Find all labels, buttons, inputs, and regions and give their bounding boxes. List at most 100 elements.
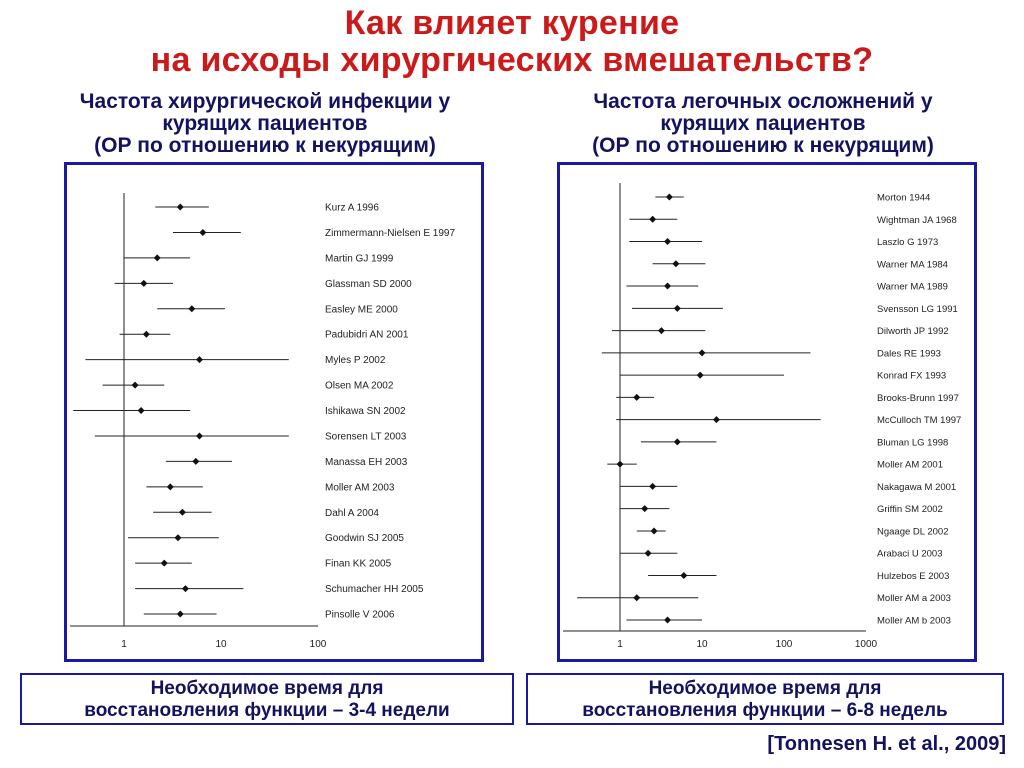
- study-label: Moller AM 2003: [325, 482, 395, 493]
- odds-ratio-point: [192, 457, 200, 465]
- x-tick-label: 1: [121, 639, 127, 650]
- odds-ratio-point: [673, 438, 681, 446]
- page-title-line-2: на исходы хирургических вмешательств?: [150, 41, 874, 79]
- odds-ratio-point: [616, 460, 624, 468]
- study-label: Easley ME 2000: [325, 304, 398, 315]
- odds-ratio-point: [195, 432, 203, 440]
- study-label: Warner MA 1984: [877, 259, 948, 270]
- study-label: Dales RE 1993: [877, 348, 941, 359]
- right-forest-plot-panel: 1 10 100 1000 Morton 1944 Wightman JA 1968 Las…: [557, 162, 977, 662]
- odds-ratio-point: [178, 508, 186, 516]
- odds-ratio-point: [176, 610, 184, 618]
- right-heading-line-1: Частота легочных осложнений у: [593, 90, 933, 113]
- study-label: Hulzebos E 2003: [877, 571, 949, 582]
- study-label: Pinsolle V 2006: [325, 610, 395, 621]
- study-label: Warner MA 1989: [877, 282, 948, 293]
- odds-ratio-point: [649, 482, 657, 490]
- x-tick-label: 10: [696, 639, 708, 650]
- study-label: Glassman SD 2000: [325, 279, 412, 290]
- odds-ratio-point: [633, 393, 641, 401]
- citation: [Tonnesen H. et al., 2009]: [767, 733, 1006, 755]
- odds-ratio-point: [174, 534, 182, 542]
- study-label: Ishikawa SN 2002: [325, 406, 406, 417]
- left-heading-line-2: курящих пациентов: [162, 112, 368, 135]
- left-forest-plot: 1 10 100 Kurz A 1996 Zimmermann-Nielsen E 19…: [70, 193, 455, 650]
- left-heading-line-1: Частота хирургической инфекции у: [79, 90, 451, 113]
- study-label: Padubidri AN 2001: [325, 330, 409, 341]
- study-label: Olsen MA 2002: [325, 381, 394, 392]
- study-label: Griffin SM 2002: [877, 504, 943, 515]
- study-label: Martin GJ 1999: [325, 253, 394, 264]
- odds-ratio-point: [665, 193, 673, 201]
- study-label: Arabaci U 2003: [877, 549, 942, 560]
- study-label: Finan KK 2005: [325, 559, 392, 570]
- study-label: Dilworth JP 1992: [877, 326, 949, 337]
- left-heading-line-3: (ОР по отношению к некурящим): [94, 134, 436, 157]
- odds-ratio-point: [673, 304, 681, 312]
- odds-ratio-point: [657, 327, 665, 335]
- study-label: McCulloch TM 1997: [877, 415, 961, 426]
- odds-ratio-point: [672, 260, 680, 268]
- odds-ratio-point: [680, 571, 688, 579]
- study-label: Myles P 2002: [325, 355, 386, 366]
- odds-ratio-point: [166, 483, 174, 491]
- odds-ratio-point: [142, 330, 150, 338]
- odds-ratio-point: [641, 505, 649, 513]
- right-forest-plot: 1 10 100 1000 Morton 1944 Wightman JA 1968 Las…: [563, 183, 961, 650]
- study-label: Svensson LG 1991: [877, 304, 958, 315]
- study-label: Sorensen LT 2003: [325, 431, 407, 442]
- odds-ratio-point: [195, 356, 203, 364]
- study-label: Morton 1944: [877, 193, 930, 204]
- left-note-line-2: восстановления функции – 3-4 недели: [84, 700, 450, 721]
- left-forest-plot-panel: 1 10 100 Kurz A 1996 Zimmermann-Nielsen E 19…: [64, 162, 484, 662]
- odds-ratio-point: [181, 585, 189, 593]
- odds-ratio-point: [160, 559, 168, 567]
- odds-ratio-point: [698, 349, 706, 357]
- odds-ratio-point: [644, 549, 652, 557]
- x-tick-label: 100: [776, 639, 793, 650]
- study-label: Laszlo G 1973: [877, 237, 938, 248]
- x-tick-label: 10: [215, 639, 227, 650]
- left-recovery-note: Необходимое время для восстановления фун…: [20, 673, 514, 725]
- right-note-line-1: Необходимое время для: [648, 678, 882, 699]
- odds-ratio-point: [633, 594, 641, 602]
- odds-ratio-point: [140, 279, 148, 287]
- odds-ratio-point: [199, 228, 207, 236]
- study-label: Brooks-Brunn 1997: [877, 393, 959, 404]
- odds-ratio-point: [176, 203, 184, 211]
- odds-ratio-point: [153, 254, 161, 262]
- study-label: Kurz A 1996: [325, 203, 379, 214]
- right-heading-line-2: курящих пациентов: [660, 112, 866, 135]
- odds-ratio-point: [664, 238, 672, 246]
- odds-ratio-point: [137, 407, 145, 414]
- study-label: Dahl A 2004: [325, 508, 379, 519]
- page-title-line-1: Как влияет курение: [344, 4, 680, 42]
- odds-ratio-point: [188, 305, 196, 313]
- odds-ratio-point: [131, 381, 139, 389]
- study-label: Bluman LG 1998: [877, 437, 948, 448]
- right-recovery-note: Необходимое время для восстановления фун…: [526, 673, 1004, 725]
- study-label: Moller AM 2001: [877, 460, 943, 471]
- study-label: Zimmermann-Nielsen E 1997: [325, 228, 455, 239]
- odds-ratio-point: [696, 371, 704, 379]
- study-label: Manassa EH 2003: [325, 457, 408, 468]
- study-label: Nakagawa M 2001: [877, 482, 956, 493]
- x-tick-label: 1: [617, 639, 623, 650]
- x-tick-label: 1000: [855, 639, 878, 650]
- odds-ratio-point: [712, 416, 720, 424]
- study-label: Goodwin SJ 2005: [325, 533, 404, 544]
- study-label: Wightman JA 1968: [877, 215, 957, 226]
- right-note-line-2: восстановления функции – 6-8 недель: [582, 700, 948, 721]
- odds-ratio-point: [649, 215, 657, 223]
- x-tick-label: 100: [310, 639, 327, 650]
- right-heading-line-3: (ОР по отношению к некурящим): [592, 134, 934, 157]
- odds-ratio-point: [650, 527, 658, 535]
- study-label: Moller AM a 2003: [877, 593, 951, 604]
- study-label: Moller AM b 2003: [877, 616, 951, 627]
- study-label: Schumacher HH 2005: [325, 584, 424, 595]
- study-label: Ngaage DL 2002: [877, 526, 948, 537]
- odds-ratio-point: [664, 282, 672, 290]
- study-label: Konrad FX 1993: [877, 371, 946, 382]
- odds-ratio-point: [664, 616, 672, 624]
- left-note-line-1: Необходимое время для: [150, 678, 384, 699]
